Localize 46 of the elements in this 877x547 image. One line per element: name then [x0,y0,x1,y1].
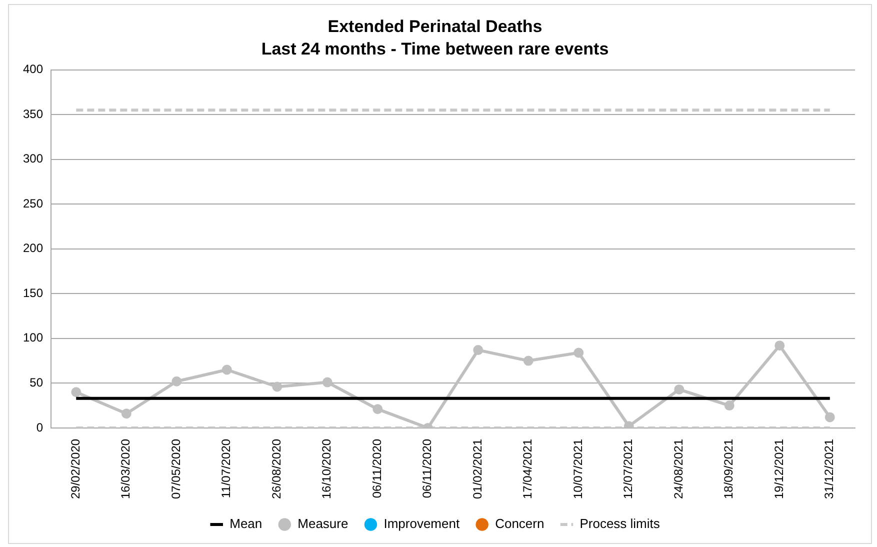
y-tick-label: 350 [22,106,44,121]
y-tick-label: 100 [22,330,44,345]
x-tick-label: 06/11/2020 [420,438,434,498]
point [222,364,232,375]
point [574,348,584,358]
x-tick-label: 10/07/2021 [570,438,585,500]
point [774,340,785,351]
legend-label: Measure [298,516,348,532]
legend-label: Improvement [384,516,460,532]
x-tick-label: 07/05/2020 [168,438,183,500]
point [523,356,534,366]
y-tick-label: 250 [22,196,44,210]
point [322,377,332,388]
y-tick-label: 300 [22,152,44,166]
x-tick-label: 17/04/2021 [520,438,535,500]
point [121,408,132,419]
y-tick-label: 150 [22,286,44,300]
legend-label: Concern [495,516,544,532]
chart-title: Extended Perinatal Deaths [328,16,542,36]
point [172,376,182,386]
x-tick-label: 16/03/2020 [118,438,133,500]
point [372,404,383,414]
y-tick-label: 200 [22,241,44,256]
x-tick-label: 16/10/2020 [320,438,334,500]
x-tick-label: 24/08/2021 [671,438,686,500]
y-tick-label: 400 [22,62,44,76]
x-tick-label: 29/02/2020 [68,438,82,500]
chart-subtitle: Last 24 months - Time between rare events [261,39,609,58]
point [824,412,835,422]
x-tick-label: 19/12/2021 [772,438,786,500]
x-tick-label: 12/07/2021 [621,438,636,500]
x-tick-label: 26/08/2020 [269,438,284,500]
x-tick-label: 31/12/2021 [822,438,836,500]
y-tick-label: 0 [36,420,44,434]
legend-label: Process limits [580,516,660,532]
point [674,384,684,394]
x-tick-label: 11/07/2020 [219,438,234,498]
x-tick-label: 18/09/2021 [722,438,736,500]
y-tick-label: 50 [30,375,44,390]
x-tick-label: 06/11/2020 [370,438,384,498]
point [272,382,282,392]
legend-label: Mean [230,516,262,532]
x-tick-label: 01/02/2021 [470,438,484,500]
point [71,387,82,398]
point [473,345,484,356]
point [724,400,734,411]
